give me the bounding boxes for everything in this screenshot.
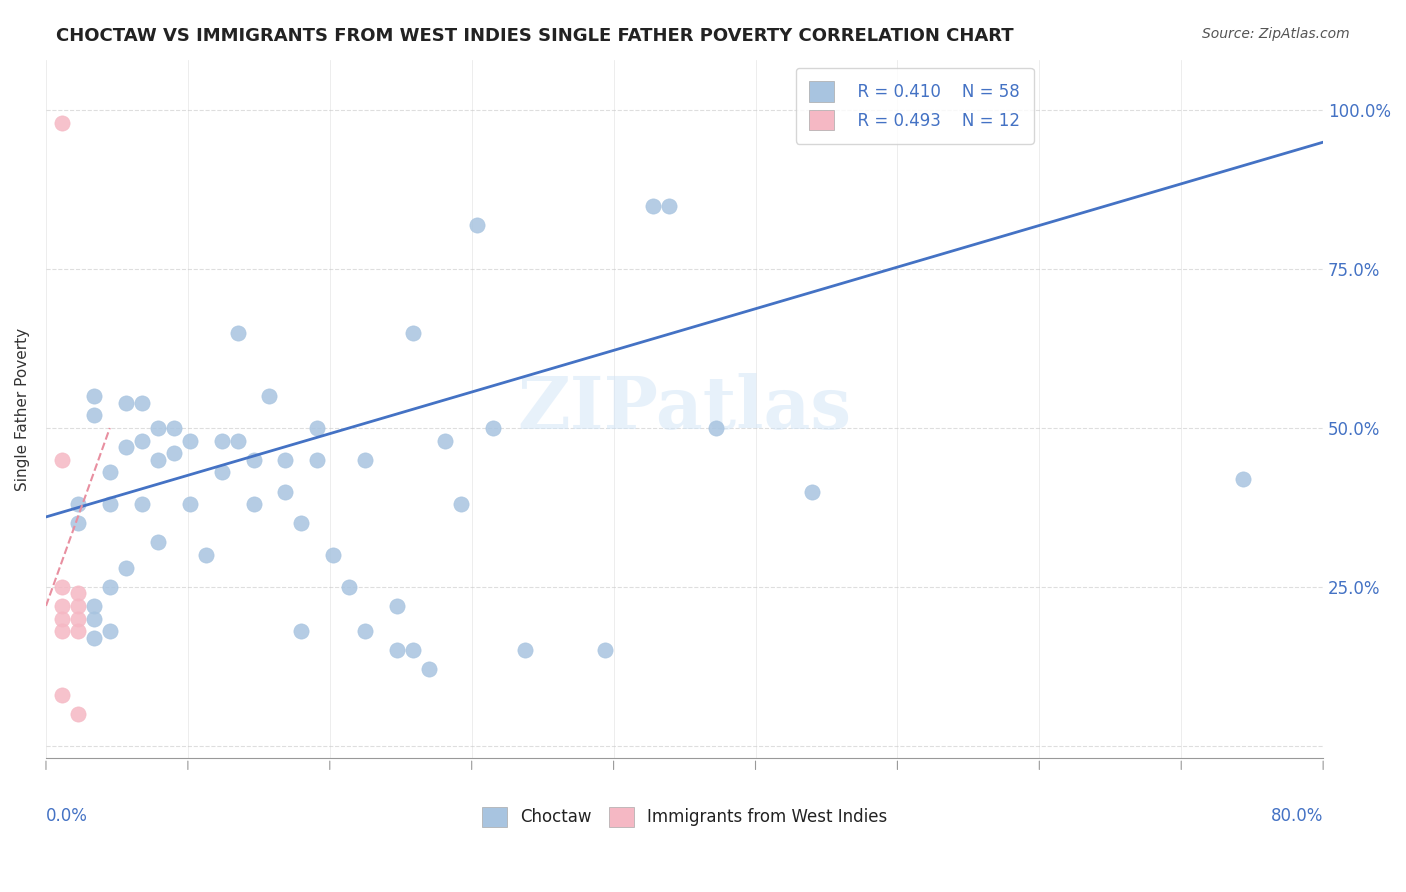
Text: Source: ZipAtlas.com: Source: ZipAtlas.com <box>1202 27 1350 41</box>
Point <box>242 452 264 467</box>
Point <box>66 586 89 600</box>
Point <box>98 624 121 639</box>
Point <box>114 560 136 574</box>
Point <box>66 516 89 531</box>
Point <box>259 389 281 403</box>
Point <box>211 466 233 480</box>
Point <box>51 624 73 639</box>
Legend: Choctaw, Immigrants from West Indies: Choctaw, Immigrants from West Indies <box>475 800 894 834</box>
Point <box>402 643 425 657</box>
Point <box>194 548 217 562</box>
Point <box>179 497 201 511</box>
Point <box>322 548 344 562</box>
Point <box>354 452 377 467</box>
Point <box>450 497 472 511</box>
Point <box>274 452 297 467</box>
Point <box>274 484 297 499</box>
Point <box>51 599 73 613</box>
Point <box>385 599 408 613</box>
Point <box>98 497 121 511</box>
Point <box>658 199 681 213</box>
Point <box>51 116 73 130</box>
Point <box>354 624 377 639</box>
Point <box>146 421 169 435</box>
Point <box>307 421 329 435</box>
Point <box>242 497 264 511</box>
Point <box>434 434 457 448</box>
Point <box>211 434 233 448</box>
Point <box>513 643 536 657</box>
Point <box>131 395 153 409</box>
Text: 0.0%: 0.0% <box>46 807 87 825</box>
Text: ZIPatlas: ZIPatlas <box>517 374 852 444</box>
Point <box>51 611 73 625</box>
Point <box>706 421 728 435</box>
Point <box>66 497 89 511</box>
Point <box>146 535 169 549</box>
Text: 80.0%: 80.0% <box>1271 807 1323 825</box>
Point <box>51 688 73 702</box>
Point <box>1232 472 1254 486</box>
Point <box>290 624 312 639</box>
Point <box>385 643 408 657</box>
Point <box>402 326 425 340</box>
Point <box>593 643 616 657</box>
Point <box>482 421 505 435</box>
Point <box>337 580 360 594</box>
Point <box>418 662 440 676</box>
Point <box>51 452 73 467</box>
Point <box>66 706 89 721</box>
Point <box>114 440 136 454</box>
Point <box>83 409 105 423</box>
Y-axis label: Single Father Poverty: Single Father Poverty <box>15 327 30 491</box>
Point <box>307 452 329 467</box>
Point <box>83 611 105 625</box>
Point <box>226 434 249 448</box>
Point <box>179 434 201 448</box>
Point <box>83 599 105 613</box>
Point <box>801 484 824 499</box>
Point <box>131 434 153 448</box>
Point <box>83 631 105 645</box>
Point <box>163 446 186 460</box>
Point <box>83 389 105 403</box>
Point <box>465 218 488 232</box>
Point <box>66 599 89 613</box>
Point <box>163 421 186 435</box>
Point <box>146 452 169 467</box>
Point <box>66 611 89 625</box>
Point <box>51 580 73 594</box>
Text: CHOCTAW VS IMMIGRANTS FROM WEST INDIES SINGLE FATHER POVERTY CORRELATION CHART: CHOCTAW VS IMMIGRANTS FROM WEST INDIES S… <box>56 27 1014 45</box>
Point <box>131 497 153 511</box>
Point <box>98 580 121 594</box>
Point <box>114 395 136 409</box>
Point <box>641 199 664 213</box>
Point <box>98 466 121 480</box>
Point <box>226 326 249 340</box>
Point <box>66 624 89 639</box>
Point <box>290 516 312 531</box>
